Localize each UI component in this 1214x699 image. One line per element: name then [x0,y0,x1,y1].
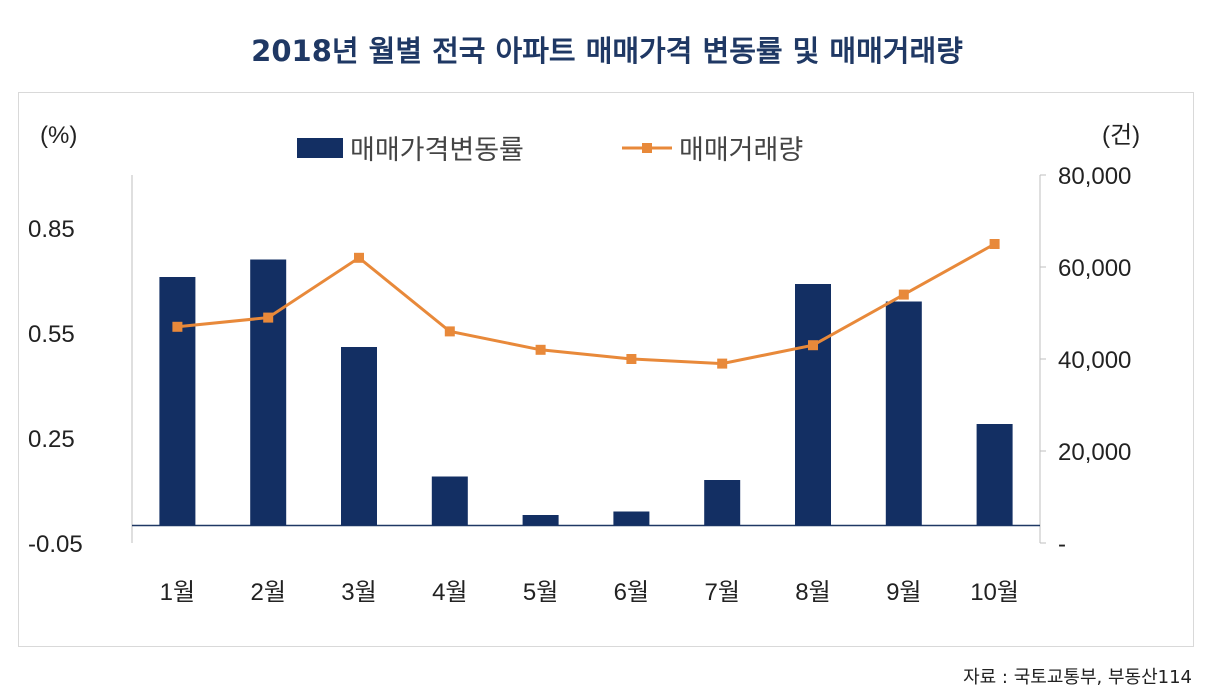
right-tick-label: 20,000 [1058,439,1131,466]
bar-9 [885,301,922,526]
x-tick-label: 10월 [970,579,1019,606]
left-tick-label: 0.55 [28,321,75,348]
bar-6 [613,511,650,526]
right-tick-label: 40,000 [1058,347,1131,374]
x-tick-label: 8월 [795,579,830,606]
x-tick-label: 4월 [432,579,467,606]
volume-point-8 [808,340,818,351]
legend-line-label: 매매거래량 [679,135,803,165]
legend-line-marker [642,143,652,153]
volume-line [177,242,996,366]
right-tick-label: 80,000 [1058,163,1131,190]
right-axis-unit: (건) [1102,122,1140,149]
bar-10 [976,424,1013,526]
bar-8 [795,284,831,526]
x-tick-label: 6월 [614,579,649,606]
bar-3 [341,347,377,526]
volume-point-3 [354,252,364,263]
source-note: 자료 : 국토교통부, 부동산114 [963,667,1192,688]
x-tick-label: 9월 [886,579,921,606]
chart-title: 2018년 월별 전국 아파트 매매가격 변동률 및 매매거래량 [251,34,963,68]
volume-point-5 [535,344,546,355]
volume-point-10 [989,239,1000,249]
legend-bar-label: 매매가격변동률 [350,135,524,165]
left-tick-label: 0.85 [28,216,75,243]
bar-4 [431,476,468,526]
bar-7 [704,480,741,526]
volume-point-6 [626,354,637,364]
volume-point-1 [172,321,183,332]
bar-1 [159,277,196,526]
right-tick-label: - [1058,531,1066,558]
left-tick-label: -0.05 [28,531,83,558]
volume-point-9 [898,289,909,300]
x-tick-label: 5월 [523,579,558,606]
bar-2 [250,259,287,526]
left-tick-label: 0.25 [28,426,75,453]
right-tick-label: 60,000 [1058,255,1131,282]
x-tick-label: 1월 [160,579,195,606]
legend-bar-swatch [297,138,343,158]
x-tick-label: 2월 [250,579,285,606]
chart-frame [18,92,1194,647]
volume-point-4 [444,326,455,337]
volume-point-7 [717,358,728,369]
bar-5 [522,515,559,526]
volume-point-2 [263,312,274,323]
x-tick-label: 7월 [704,579,739,606]
left-axis-unit: (%) [40,122,77,149]
x-tick-label: 3월 [341,579,376,606]
